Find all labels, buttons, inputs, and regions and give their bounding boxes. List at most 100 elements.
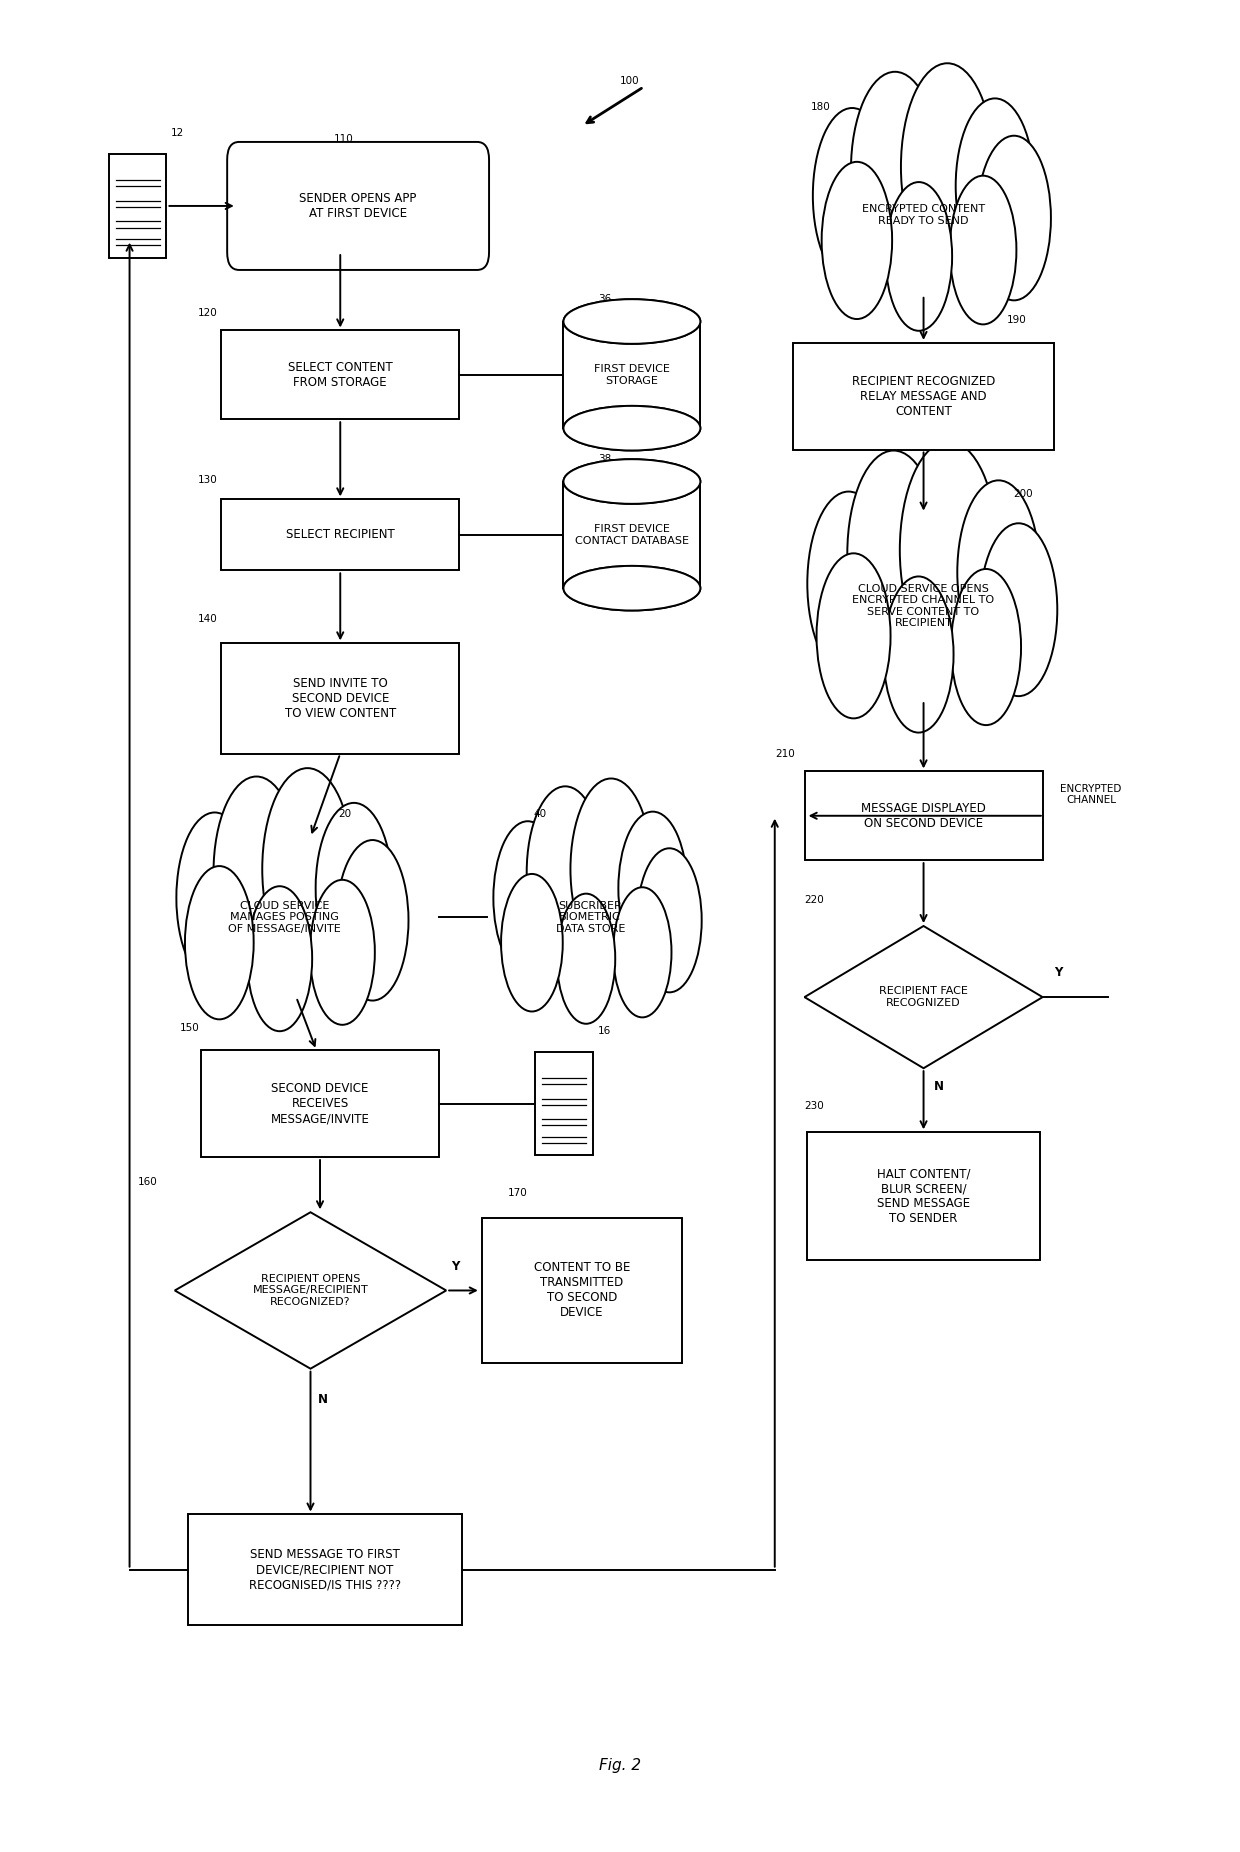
Ellipse shape: [563, 406, 701, 450]
Bar: [563, 482, 701, 589]
Ellipse shape: [637, 848, 702, 993]
Bar: [201, 1050, 439, 1158]
Ellipse shape: [957, 480, 1040, 665]
Text: HALT CONTENT/
BLUR SCREEN/
SEND MESSAGE
TO SENDER: HALT CONTENT/ BLUR SCREEN/ SEND MESSAGE …: [877, 1167, 971, 1226]
Text: 180: 180: [811, 102, 831, 111]
Text: SUBCRIBER
BIOMETRIC
DATA STORE: SUBCRIBER BIOMETRIC DATA STORE: [556, 900, 625, 933]
Polygon shape: [175, 1213, 446, 1369]
Text: 110: 110: [335, 133, 355, 144]
Text: 230: 230: [805, 1100, 825, 1111]
Text: 190: 190: [1007, 315, 1027, 326]
Text: Y: Y: [451, 1259, 460, 1272]
Text: SEND INVITE TO
SECOND DEVICE
TO VIEW CONTENT: SEND INVITE TO SECOND DEVICE TO VIEW CON…: [285, 678, 396, 720]
Ellipse shape: [213, 776, 299, 969]
Ellipse shape: [851, 72, 939, 269]
Text: RECIPIENT RECOGNIZED
RELAY MESSAGE AND
CONTENT: RECIPIENT RECOGNIZED RELAY MESSAGE AND C…: [852, 374, 996, 419]
Ellipse shape: [822, 161, 892, 319]
Bar: [563, 322, 701, 428]
Bar: [188, 1515, 461, 1624]
Ellipse shape: [185, 867, 254, 1019]
Bar: [536, 1052, 593, 1156]
Text: Fig. 2: Fig. 2: [599, 1758, 641, 1772]
Ellipse shape: [563, 459, 701, 504]
Bar: [482, 1217, 682, 1363]
Text: 12: 12: [171, 128, 185, 139]
Text: MESSAGE DISPLAYED
ON SECOND DEVICE: MESSAGE DISPLAYED ON SECOND DEVICE: [861, 802, 986, 830]
Ellipse shape: [977, 135, 1052, 300]
Bar: [221, 330, 459, 419]
Text: SELECT RECIPIENT: SELECT RECIPIENT: [286, 528, 394, 541]
Text: 210: 210: [775, 748, 795, 759]
Text: 120: 120: [197, 307, 217, 319]
Text: N: N: [934, 1080, 944, 1093]
Text: 160: 160: [138, 1178, 157, 1187]
Text: RECIPIENT OPENS
MESSAGE/RECIPIENT
RECOGNIZED?: RECIPIENT OPENS MESSAGE/RECIPIENT RECOGN…: [253, 1274, 368, 1308]
Text: CLOUD SERVICE
MANAGES POSTING
OF MESSAGE/INVITE: CLOUD SERVICE MANAGES POSTING OF MESSAGE…: [228, 900, 341, 933]
Ellipse shape: [570, 778, 652, 959]
Ellipse shape: [563, 406, 701, 450]
FancyBboxPatch shape: [227, 143, 489, 270]
Text: 140: 140: [197, 613, 217, 624]
Text: 38: 38: [599, 454, 611, 463]
Ellipse shape: [501, 874, 563, 1011]
Text: 170: 170: [508, 1187, 528, 1198]
Bar: [221, 643, 459, 754]
Text: SENDER OPENS APP
AT FIRST DEVICE: SENDER OPENS APP AT FIRST DEVICE: [299, 193, 417, 220]
Ellipse shape: [619, 811, 687, 965]
Bar: [563, 482, 701, 589]
Ellipse shape: [563, 459, 701, 504]
Ellipse shape: [613, 887, 672, 1017]
Ellipse shape: [557, 895, 615, 1024]
Text: ENCRYPTED CONTENT
READY TO SEND: ENCRYPTED CONTENT READY TO SEND: [862, 204, 985, 226]
Text: 200: 200: [1013, 489, 1033, 500]
Ellipse shape: [336, 841, 408, 1000]
Text: 36: 36: [599, 294, 611, 304]
Ellipse shape: [884, 576, 954, 733]
Bar: [792, 343, 1054, 450]
Bar: [805, 770, 1043, 859]
Ellipse shape: [847, 450, 940, 657]
Ellipse shape: [807, 491, 890, 676]
Ellipse shape: [494, 820, 562, 974]
Ellipse shape: [310, 880, 374, 1024]
Text: CONTENT TO BE
TRANSMITTED
TO SECOND
DEVICE: CONTENT TO BE TRANSMITTED TO SECOND DEVI…: [533, 1261, 630, 1319]
Ellipse shape: [956, 98, 1034, 274]
Bar: [109, 154, 166, 257]
Ellipse shape: [316, 804, 392, 974]
Text: 150: 150: [180, 1022, 200, 1033]
Text: SECOND DEVICE
RECEIVES
MESSAGE/INVITE: SECOND DEVICE RECEIVES MESSAGE/INVITE: [270, 1082, 370, 1126]
Ellipse shape: [176, 813, 253, 983]
Text: RECIPIENT FACE
RECOGNIZED: RECIPIENT FACE RECOGNIZED: [879, 987, 968, 1007]
Text: CLOUD SERVICE OPENS
ENCRYPTED CHANNEL TO
SERVE CONTENT TO
RECIPIENT: CLOUD SERVICE OPENS ENCRYPTED CHANNEL TO…: [852, 583, 994, 628]
Text: FIRST DEVICE
STORAGE: FIRST DEVICE STORAGE: [594, 365, 670, 385]
Text: 16: 16: [598, 1026, 610, 1037]
Ellipse shape: [563, 567, 701, 611]
Text: N: N: [317, 1393, 327, 1406]
Bar: [563, 322, 701, 428]
Ellipse shape: [980, 524, 1058, 696]
Ellipse shape: [563, 300, 701, 344]
Ellipse shape: [950, 176, 1017, 324]
Ellipse shape: [813, 107, 892, 283]
Bar: [221, 500, 459, 570]
Ellipse shape: [951, 569, 1021, 726]
Text: SELECT CONTENT
FROM STORAGE: SELECT CONTENT FROM STORAGE: [288, 361, 393, 389]
Text: 130: 130: [197, 476, 217, 485]
Ellipse shape: [885, 181, 952, 332]
Polygon shape: [805, 926, 1043, 1069]
Ellipse shape: [563, 300, 701, 344]
Bar: [807, 1132, 1039, 1259]
Ellipse shape: [527, 787, 604, 957]
Ellipse shape: [563, 567, 701, 611]
Text: 220: 220: [805, 895, 825, 904]
Text: FIRST DEVICE
CONTACT DATABASE: FIRST DEVICE CONTACT DATABASE: [575, 524, 689, 546]
Ellipse shape: [817, 554, 890, 719]
Text: 40: 40: [533, 809, 547, 819]
Ellipse shape: [901, 63, 993, 270]
Text: 100: 100: [620, 76, 640, 87]
Text: ENCRYPTED
CHANNEL: ENCRYPTED CHANNEL: [1060, 783, 1122, 806]
Text: SEND MESSAGE TO FIRST
DEVICE/RECIPIENT NOT
RECOGNISED/IS THIS ????: SEND MESSAGE TO FIRST DEVICE/RECIPIENT N…: [249, 1548, 401, 1591]
Text: 20: 20: [337, 809, 351, 819]
Ellipse shape: [247, 887, 312, 1032]
Ellipse shape: [262, 769, 353, 970]
